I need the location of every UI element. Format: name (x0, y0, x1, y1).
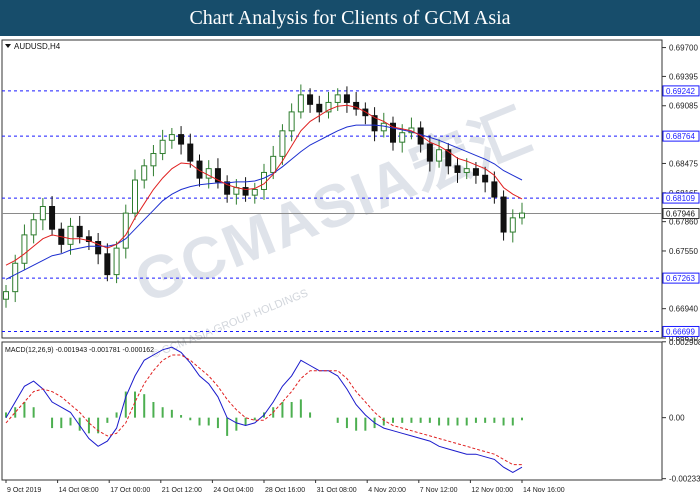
level-tag (662, 325, 700, 337)
candle-body (159, 139, 166, 155)
x-tick-label: 28 Oct 16:00 (265, 487, 305, 494)
candle-body (150, 153, 157, 167)
candle-body (307, 94, 314, 105)
level-label: 0.66699 (666, 327, 695, 336)
candle-body (334, 94, 341, 103)
candle-body (279, 130, 286, 157)
candle-body (21, 234, 28, 264)
candle-body (104, 253, 111, 276)
x-tick-label: 12 Nov 00:00 (471, 487, 513, 494)
candle-body (233, 187, 240, 195)
candle-body (500, 196, 507, 233)
candle-body (12, 262, 19, 293)
candle-body (251, 188, 258, 196)
candle-body (242, 187, 249, 196)
candle-body (353, 101, 360, 110)
candle-body (399, 132, 406, 143)
candle-body (445, 149, 452, 167)
candle-body (472, 168, 479, 176)
level-label: 0.67263 (666, 274, 695, 283)
candle-body (390, 122, 396, 143)
price-tick-label: 0.67860 (669, 218, 698, 227)
x-tick-label: 9 Oct 2019 (7, 487, 41, 494)
candle-body (113, 247, 120, 276)
price-tick-label: 0.69085 (669, 102, 698, 111)
candle-body (49, 206, 56, 230)
price-chart-title: AUDUSD,H4 (14, 42, 61, 51)
candle-body (316, 103, 323, 113)
candle-body (76, 225, 83, 238)
x-tick-label: 14 Nov 16:00 (523, 487, 565, 494)
candle-body (343, 94, 350, 103)
candle-body (30, 219, 37, 236)
macd-tick-label: 0.00 (669, 414, 685, 423)
candle-body (132, 179, 138, 214)
macd-line (5, 346, 523, 473)
candle-body (224, 181, 231, 195)
level-tag (662, 272, 700, 284)
candle-body (491, 181, 498, 198)
candle-body (85, 236, 92, 243)
level-tag (662, 130, 700, 142)
price-tick-label: 0.67550 (669, 247, 698, 256)
x-tick-label: 7 Nov 12:00 (420, 487, 458, 494)
macd-title: MACD(12,26,9) -0.001943 -0.001781 -0.000… (5, 347, 154, 354)
slow-moving-average (5, 124, 523, 280)
signal-line (5, 354, 522, 466)
candle-body (426, 143, 433, 162)
candle-body (261, 171, 267, 190)
level-label: 0.68109 (666, 194, 695, 203)
candle-body (519, 212, 525, 219)
x-tick-label: 17 Oct 00:00 (110, 487, 150, 494)
candle-body (141, 165, 148, 181)
chart-banner: Chart Analysis for Clients of GCM Asia (0, 0, 700, 36)
candle-body (95, 241, 102, 255)
candle-body (270, 155, 277, 173)
x-tick-label: 4 Nov 20:00 (368, 487, 406, 494)
level-tag (662, 192, 700, 204)
price-tick-label: 0.69395 (669, 72, 698, 81)
level-tag (662, 85, 700, 97)
candle-body (168, 134, 175, 141)
candle-body (122, 212, 129, 249)
level-label: 0.68764 (666, 132, 695, 141)
candle-body (509, 217, 516, 233)
price-panel-frame (1, 39, 663, 339)
candle-body (463, 168, 470, 173)
price-tick-label: 0.66630 (669, 334, 698, 343)
price-tick-label: 0.69700 (669, 44, 698, 53)
candle-body (436, 149, 443, 162)
candle-body (214, 168, 221, 183)
current-price-label: 0.67946 (666, 210, 695, 219)
candle-body (297, 94, 304, 113)
price-tick-label: 0.68475 (669, 159, 698, 168)
x-tick-label: 14 Oct 08:00 (59, 487, 99, 494)
current-price-tag (662, 208, 700, 220)
candle-body (67, 225, 74, 245)
symbol-dropdown-icon (5, 44, 11, 48)
candle-body (187, 143, 194, 162)
fast-moving-average (5, 104, 523, 266)
candle-body (454, 165, 461, 173)
candle-body (39, 206, 46, 221)
x-tick-label: 31 Oct 08:00 (317, 487, 357, 494)
macd-tick-label: 0.002908 (669, 338, 700, 347)
price-tick-label: 0.66940 (669, 305, 698, 314)
candle-body (178, 134, 185, 145)
candle-body (3, 291, 9, 300)
candle-body (371, 115, 378, 132)
level-label: 0.69242 (666, 87, 695, 96)
x-tick-label: 24 Oct 04:00 (213, 487, 253, 494)
candle-body (325, 101, 332, 113)
x-tick-label: 21 Oct 12:00 (162, 487, 202, 494)
candle-body (205, 168, 212, 179)
candle-body (288, 111, 295, 132)
candle-body (482, 174, 489, 183)
macd-panel-frame (1, 341, 663, 481)
candle-body (196, 160, 203, 179)
candle-body (380, 122, 387, 132)
